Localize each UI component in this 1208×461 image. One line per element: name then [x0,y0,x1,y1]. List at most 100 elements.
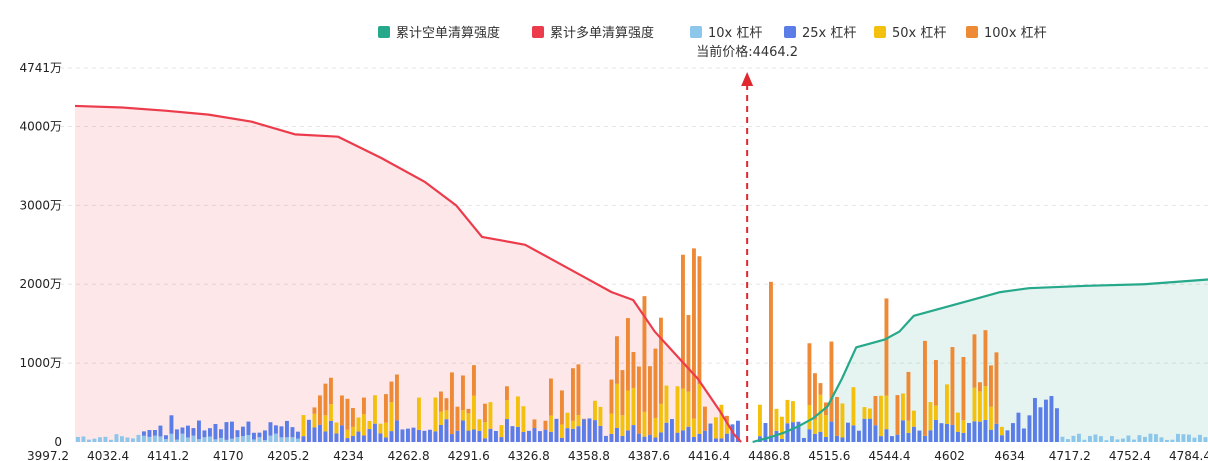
lev50-bar [813,419,817,434]
lev50-bar [879,395,883,437]
legend-swatch [874,26,886,38]
legend-item-long_cum[interactable]: 累计多单清算强度 [532,25,654,41]
lev50-bar [642,411,647,437]
lev50-bar [972,387,977,422]
legend-item-short_cum[interactable]: 累计空单清算强度 [378,25,500,41]
lev25-bar [576,426,581,442]
lev25-bar [202,430,207,438]
lev50-bar [719,404,724,439]
lev100-bar [444,398,449,411]
lev10-bar [1154,434,1158,442]
lev10-bar [1099,436,1103,442]
lev100-bar [972,334,977,388]
lev25-bar [1049,396,1054,442]
lev50-bar [840,403,845,438]
legend-item-lev25[interactable]: 25x 杠杆 [784,25,856,41]
lev25-bar [895,434,900,442]
lev25-bar [169,415,174,434]
lev25-bar [802,437,806,442]
lev50-bar [334,422,339,434]
legend-item-lev50[interactable]: 50x 杠杆 [874,25,946,41]
lev25-bar [901,420,905,442]
lev25-bar [659,432,663,442]
lev25-bar [1022,428,1026,442]
lev100-bar [323,383,328,416]
lev100-bar [637,366,641,434]
lev50-bar [609,413,614,434]
lev10-bar [1132,439,1136,442]
lev100-bar [549,378,553,416]
lev50-bar [774,408,779,431]
lev25-bar [351,435,355,442]
lev100-bar [835,396,839,436]
lev50-bar [593,400,597,421]
lev25-bar [1016,412,1021,442]
lev25-bar [241,426,245,437]
lev25-bar [285,420,289,438]
lev25-bar [945,423,949,442]
x-tick-label: 4326.8 [508,449,550,461]
lev100-bar [653,348,658,418]
lev25-bar [560,437,564,442]
lev25-bar [780,438,784,442]
lev100-bar [703,406,707,431]
x-tick-label: 4486.8 [748,449,790,461]
lev25-bar [290,427,295,438]
lev25-bar [340,425,344,442]
lev25-bar [906,432,911,442]
lev25-bar [796,421,801,442]
lev50-bar [945,384,949,424]
lev10-bar [1148,433,1153,442]
lev25-bar [389,431,394,442]
lev25-bar [400,429,405,442]
lev100-bar [455,406,460,431]
lev100-bar [472,365,476,396]
lev100-bar [450,372,454,435]
lev50-bar [725,421,729,434]
short_cum-area [752,279,1208,442]
lev25-bar [444,419,449,442]
lev10-bar [219,437,223,442]
lev25-bar [208,428,212,437]
lev25-bar [301,436,306,442]
lev50-bar [983,386,988,420]
lev25-bar [912,426,916,442]
lev25-bar [417,429,421,442]
lev100-bar [978,382,982,392]
lev10-bar [279,437,284,442]
lev100-bar [692,248,696,419]
lev50-bar [912,410,916,427]
lev25-bar [791,422,795,442]
lev25-bar [681,430,685,442]
lev10-bar [1159,437,1164,442]
lev100-bar [312,407,317,414]
lev50-bar [664,385,669,423]
lev10-bar [1165,439,1169,442]
legend[interactable]: 累计空单清算强度 累计多单清算强度 10x 杠杆 25x 杠杆 50x 杠杆 100x 杠… [378,25,1047,41]
lev10-bar [158,436,163,442]
lev25-bar [483,438,487,442]
x-tick-label: 4032.4 [87,449,129,461]
lev100-bar [340,395,344,426]
lev50-bar [461,410,465,421]
lev25-bar [406,428,410,442]
lev25-bar [637,433,641,442]
lev10-bar [81,436,86,442]
legend-item-lev100[interactable]: 100x 杠杆 [966,25,1047,41]
lev50-bar [851,387,856,426]
legend-item-lev10[interactable]: 10x 杠杆 [690,25,762,41]
x-tick-label: 3997.2 [27,449,69,461]
lev25-bar [494,431,498,442]
lev25-bar [1000,435,1004,442]
cumulative-lines [74,104,1208,444]
lev100-bar [389,381,394,403]
lev100-bar [615,336,619,384]
lev50-bar [505,400,509,420]
lev25-bar [279,426,284,438]
lev10-bar [230,438,234,442]
lev100-bar [384,394,388,423]
lev100-bar [345,398,350,430]
lev10-bar [1170,439,1175,442]
lev10-bar [164,439,168,442]
lev25-bar [175,429,179,440]
